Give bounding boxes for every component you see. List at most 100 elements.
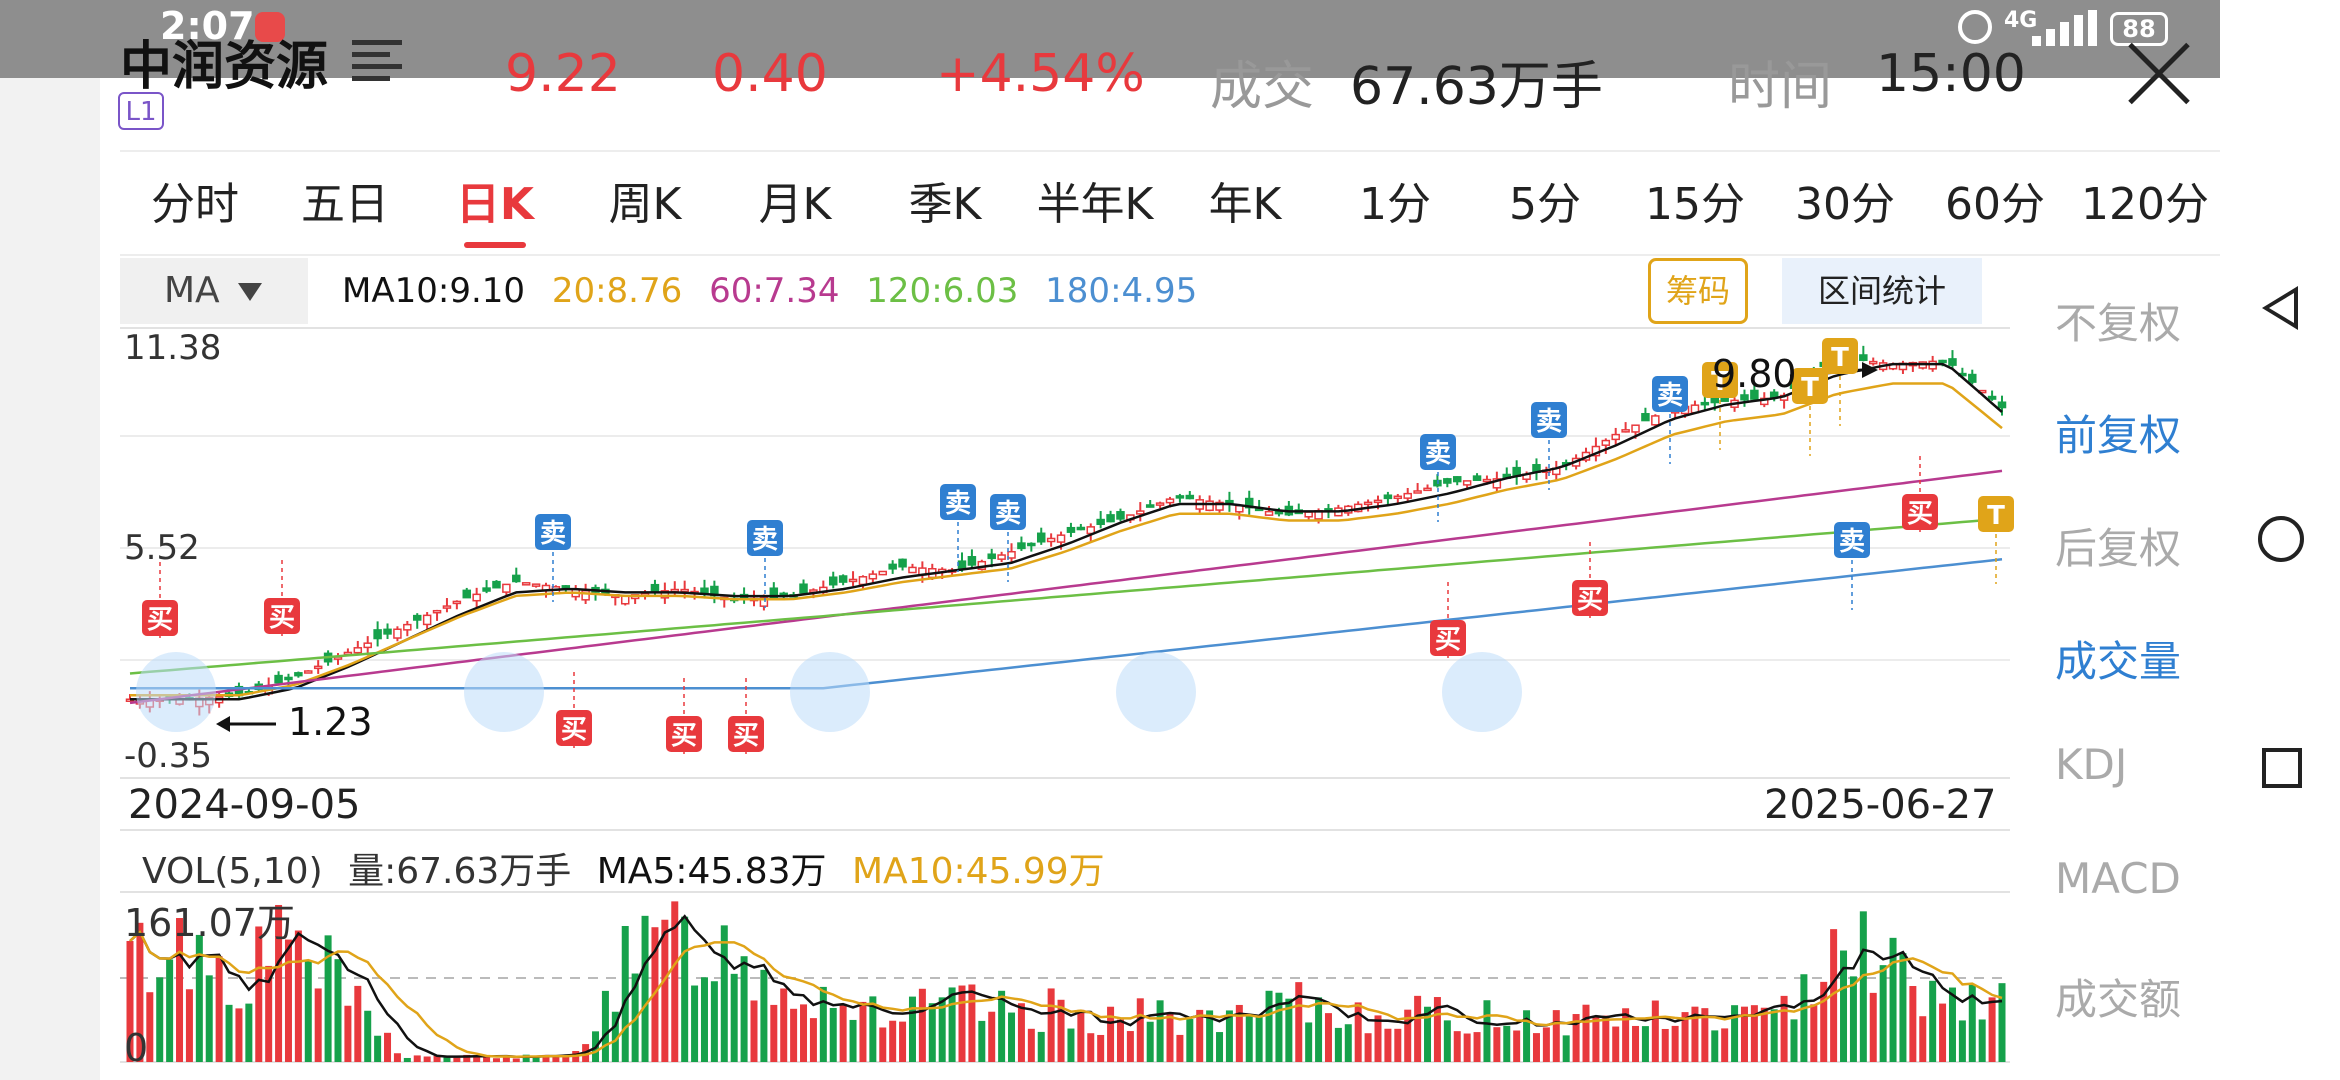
side-menu-item-4[interactable]: KDJ [2055, 740, 2128, 789]
volume-bar [1830, 929, 1838, 1062]
zoom-out-button[interactable] [1442, 652, 1522, 732]
scroll-left-button[interactable] [464, 652, 544, 732]
volume-bar [1364, 1033, 1372, 1062]
volume-bar [1731, 1005, 1739, 1062]
tab-13[interactable]: 120分 [2081, 179, 2209, 230]
tab-1[interactable]: 五日 [301, 179, 389, 230]
volume-bar [1869, 992, 1877, 1062]
tab-3[interactable]: 周K [608, 179, 682, 230]
volume-bar [601, 990, 609, 1062]
candle [512, 574, 521, 583]
scroll-right-button[interactable] [790, 652, 870, 732]
volume-bar [265, 965, 273, 1062]
back-icon[interactable] [2262, 286, 2298, 330]
volume-bar [1740, 1006, 1748, 1062]
volume-bar [1433, 997, 1441, 1062]
volume-bar [1572, 1014, 1580, 1062]
volume-bar [819, 986, 827, 1062]
volume-bar [1770, 1009, 1778, 1062]
ma120-line [129, 517, 2003, 675]
volume-title: VOL(5,10) [142, 851, 323, 892]
tab-11[interactable]: 30分 [1795, 179, 1895, 230]
candle [1423, 487, 1432, 492]
period-tabs: 分时 五日 日K 周K 月K 季K 半年K 年K 1分 5分 15分 30分 60分 120分 [120, 170, 2220, 260]
zoom-in-button[interactable] [1116, 652, 1196, 732]
side-menu-item-6[interactable]: 成交额 [2055, 975, 2182, 1024]
candle [1968, 373, 1977, 383]
candle [1007, 550, 1016, 559]
volume-bar [1859, 911, 1867, 1062]
side-menu-item-1[interactable]: 前复权 [2055, 411, 2182, 460]
volume-bar [532, 1055, 540, 1062]
home-icon[interactable] [2258, 516, 2304, 562]
price-change-pct: +4.54% [936, 44, 1145, 104]
volume-bar [1126, 1031, 1134, 1062]
recent-apps-icon[interactable] [2262, 748, 2302, 788]
buy-marker [264, 598, 300, 634]
volume-bar [918, 988, 926, 1062]
volume-bar [1305, 1022, 1313, 1062]
ma60-value: 60:7.34 [709, 271, 840, 311]
side-menu-item-5[interactable]: MACD [2055, 854, 2181, 903]
menu-icon[interactable] [352, 40, 402, 81]
volume-bar [1790, 1019, 1798, 1062]
chip-distribution-button[interactable]: 筹码 [1648, 258, 1748, 324]
tab-9[interactable]: 5分 [1509, 179, 1581, 230]
volume-bar [1671, 1025, 1679, 1062]
candle [1185, 494, 1195, 500]
tab-5[interactable]: 季K [908, 179, 982, 230]
tab-6[interactable]: 半年K [1036, 179, 1154, 230]
volume-bar [1285, 998, 1293, 1062]
buy-marker-label: 买 [1577, 585, 1603, 615]
volume-bar [641, 915, 649, 1062]
volume-bar [1235, 1004, 1243, 1062]
tab-2[interactable]: 日K [420, 170, 570, 260]
volume-bar [1542, 1027, 1550, 1062]
start-date: 2024-09-05 [128, 782, 361, 828]
volume-bar [790, 1008, 798, 1062]
candle [1215, 501, 1224, 511]
tab-7[interactable]: 年K [1208, 179, 1282, 230]
ma180-value: 180:4.95 [1045, 271, 1198, 311]
volume-bar [1899, 953, 1907, 1062]
candle [363, 642, 372, 649]
volume-bar [1324, 1013, 1332, 1062]
volume-bar [1909, 986, 1917, 1062]
candle [1155, 502, 1165, 506]
volume-bar [1840, 950, 1848, 1062]
tab-12[interactable]: 60分 [1945, 179, 2045, 230]
candle [393, 628, 402, 639]
volume-bar [1552, 1010, 1560, 1062]
candle [1452, 476, 1462, 483]
tab-8[interactable]: 1分 [1359, 179, 1431, 230]
volume-bar [1354, 1002, 1362, 1062]
side-menu-item-0[interactable]: 不复权 [2055, 299, 2182, 348]
indicator-select[interactable]: MA [120, 258, 308, 324]
alarm-icon [1958, 10, 1992, 44]
candle [1096, 518, 1105, 525]
candle [373, 629, 382, 640]
candle [1076, 526, 1086, 531]
ma10-value: MA10:9.10 [342, 271, 526, 311]
volume-axis-max: 161.07万 [124, 901, 295, 945]
volume-ma5: MA5:45.83万 [596, 851, 827, 892]
side-menu-item-3[interactable]: 成交量 [2055, 637, 2182, 686]
volume-bar [1493, 1027, 1501, 1062]
range-stats-button[interactable]: 区间统计 [1782, 258, 1982, 324]
tab-4[interactable]: 月K [758, 179, 832, 230]
volume-bar [562, 1055, 570, 1062]
buy-marker-label: 买 [733, 721, 759, 751]
volume-bar [1047, 988, 1055, 1062]
tab-10[interactable]: 15分 [1645, 179, 1745, 230]
volume-ma10: MA10:45.99万 [852, 851, 1105, 892]
side-menu-item-2[interactable]: 后复权 [2055, 524, 2182, 573]
tab-0[interactable]: 分时 [151, 179, 239, 230]
volume-bar [829, 1007, 837, 1062]
candle [957, 560, 967, 570]
scroll-start-button[interactable] [136, 652, 216, 732]
volume-bar [542, 1054, 550, 1062]
volume-bar [1968, 984, 1976, 1062]
volume-bar [1473, 1032, 1481, 1062]
candle [383, 628, 392, 635]
